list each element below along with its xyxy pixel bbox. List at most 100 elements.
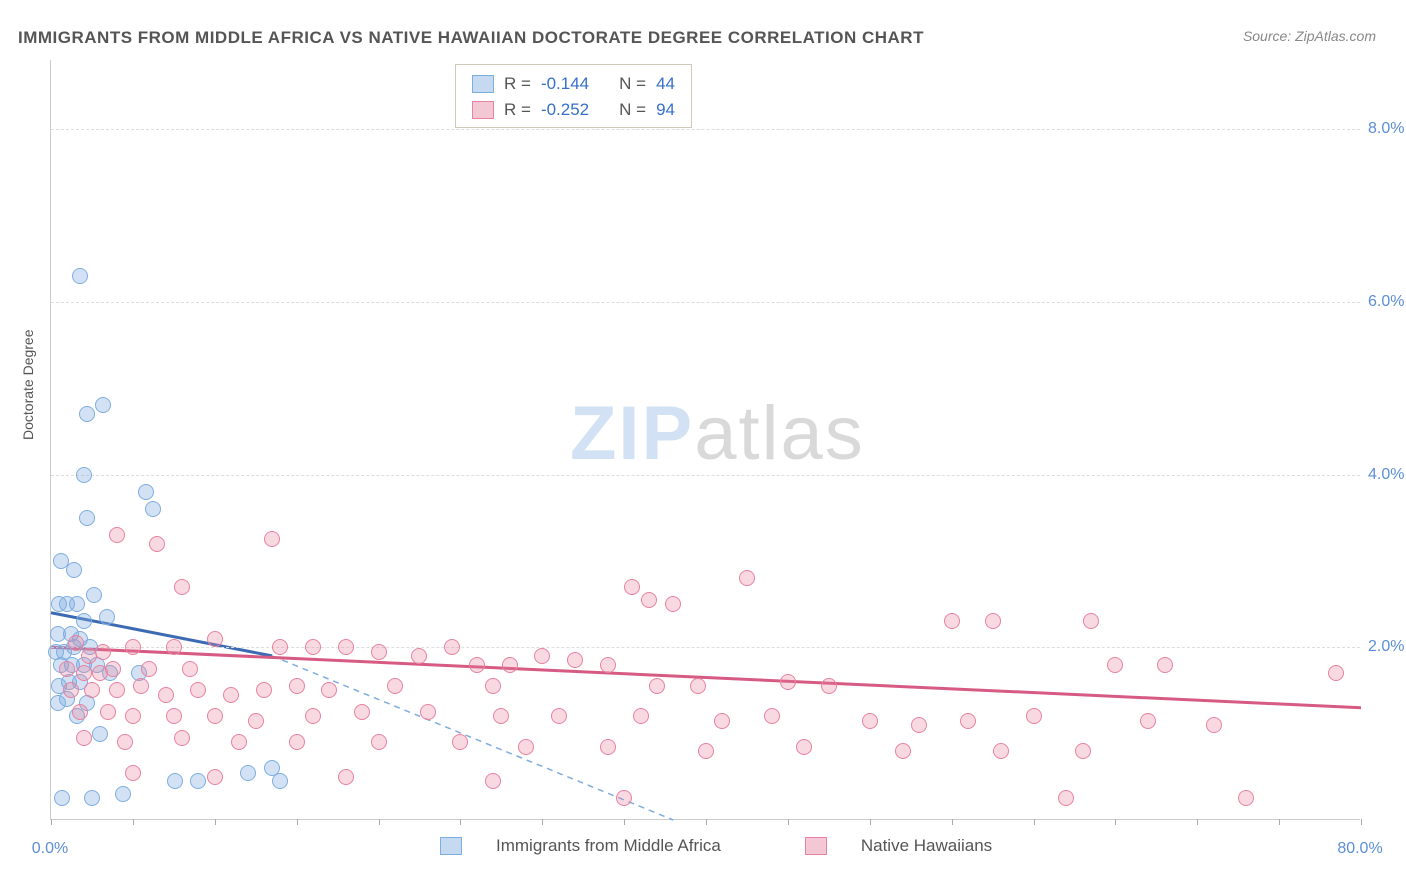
- data-point: [149, 536, 165, 552]
- data-point: [567, 652, 583, 668]
- data-point: [117, 734, 133, 750]
- swatch-icon: [440, 837, 462, 855]
- data-point: [371, 644, 387, 660]
- legend-series-box: Immigrants from Middle Africa Native Haw…: [440, 836, 992, 856]
- data-point: [79, 510, 95, 526]
- data-point: [240, 765, 256, 781]
- data-point: [95, 397, 111, 413]
- data-point: [264, 531, 280, 547]
- data-point: [138, 484, 154, 500]
- data-point: [92, 726, 108, 742]
- data-point: [321, 682, 337, 698]
- data-point: [1026, 708, 1042, 724]
- n-label: N =: [619, 71, 646, 97]
- data-point: [895, 743, 911, 759]
- n-value: 44: [656, 71, 675, 97]
- data-point: [780, 674, 796, 690]
- data-point: [1075, 743, 1091, 759]
- y-tick-label: 4.0%: [1368, 466, 1404, 484]
- r-value: -0.252: [541, 97, 589, 123]
- x-tick: [1279, 819, 1280, 825]
- r-value: -0.144: [541, 71, 589, 97]
- data-point: [289, 734, 305, 750]
- data-point: [190, 682, 206, 698]
- data-point: [190, 773, 206, 789]
- legend-series-label-a: Immigrants from Middle Africa: [496, 836, 721, 856]
- data-point: [166, 708, 182, 724]
- data-point: [1083, 613, 1099, 629]
- data-point: [665, 596, 681, 612]
- data-point: [502, 657, 518, 673]
- data-point: [141, 661, 157, 677]
- data-point: [993, 743, 1009, 759]
- n-label: N =: [619, 97, 646, 123]
- swatch-icon: [805, 837, 827, 855]
- data-point: [534, 648, 550, 664]
- data-point: [305, 708, 321, 724]
- trend-line-extrapolated: [272, 656, 673, 820]
- data-point: [109, 682, 125, 698]
- x-tick: [1361, 819, 1362, 825]
- data-point: [182, 661, 198, 677]
- data-point: [764, 708, 780, 724]
- data-point: [305, 639, 321, 655]
- data-point: [624, 579, 640, 595]
- data-point: [420, 704, 436, 720]
- data-point: [76, 665, 92, 681]
- data-point: [444, 639, 460, 655]
- x-tick: [133, 819, 134, 825]
- data-point: [1058, 790, 1074, 806]
- data-point: [1107, 657, 1123, 673]
- data-point: [616, 790, 632, 806]
- y-tick-label: 2.0%: [1368, 638, 1404, 656]
- data-point: [125, 765, 141, 781]
- data-point: [81, 648, 97, 664]
- data-point: [207, 631, 223, 647]
- data-point: [739, 570, 755, 586]
- gridline-h: [51, 129, 1360, 130]
- legend-stats-row-a: R = -0.144 N = 44: [472, 71, 675, 97]
- data-point: [72, 268, 88, 284]
- x-tick: [297, 819, 298, 825]
- data-point: [796, 739, 812, 755]
- data-point: [485, 773, 501, 789]
- data-point: [944, 613, 960, 629]
- data-point: [84, 790, 100, 806]
- data-point: [1157, 657, 1173, 673]
- data-point: [960, 713, 976, 729]
- data-point: [66, 562, 82, 578]
- x-tick: [1034, 819, 1035, 825]
- x-tick: [379, 819, 380, 825]
- data-point: [862, 713, 878, 729]
- data-point: [223, 687, 239, 703]
- data-point: [72, 704, 88, 720]
- gridline-h: [51, 475, 1360, 476]
- x-tick: [706, 819, 707, 825]
- legend-series-label-b: Native Hawaiians: [861, 836, 992, 856]
- data-point: [174, 579, 190, 595]
- data-point: [452, 734, 468, 750]
- data-point: [493, 708, 509, 724]
- data-point: [231, 734, 247, 750]
- y-tick-label: 6.0%: [1368, 293, 1404, 311]
- r-label: R =: [504, 71, 531, 97]
- data-point: [411, 648, 427, 664]
- data-point: [289, 678, 305, 694]
- data-point: [641, 592, 657, 608]
- data-point: [145, 501, 161, 517]
- data-point: [469, 657, 485, 673]
- data-point: [714, 713, 730, 729]
- x-tick: [542, 819, 543, 825]
- x-tick-label: 0.0%: [32, 840, 68, 858]
- data-point: [99, 609, 115, 625]
- data-point: [105, 661, 121, 677]
- x-tick: [624, 819, 625, 825]
- data-point: [633, 708, 649, 724]
- x-tick: [870, 819, 871, 825]
- data-point: [133, 678, 149, 694]
- data-point: [207, 708, 223, 724]
- data-point: [600, 657, 616, 673]
- data-point: [100, 704, 116, 720]
- data-point: [485, 678, 501, 694]
- data-point: [69, 596, 85, 612]
